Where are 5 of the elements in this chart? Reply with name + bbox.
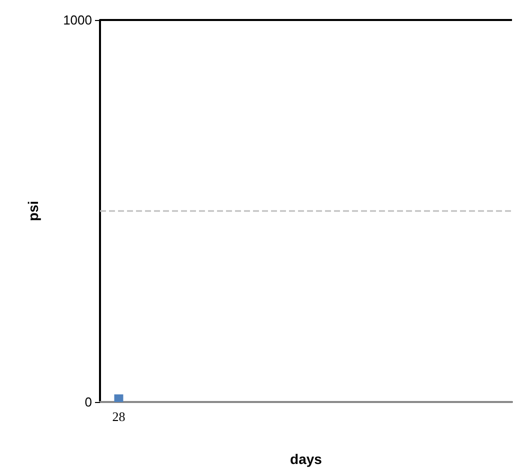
y-tick-label: 1000 bbox=[63, 12, 92, 28]
y-tick-label: 0 bbox=[84, 394, 92, 410]
y-axis-title: psi bbox=[25, 200, 41, 222]
x-axis-title: days bbox=[290, 451, 322, 467]
x-tick-label: 28 bbox=[112, 409, 126, 424]
